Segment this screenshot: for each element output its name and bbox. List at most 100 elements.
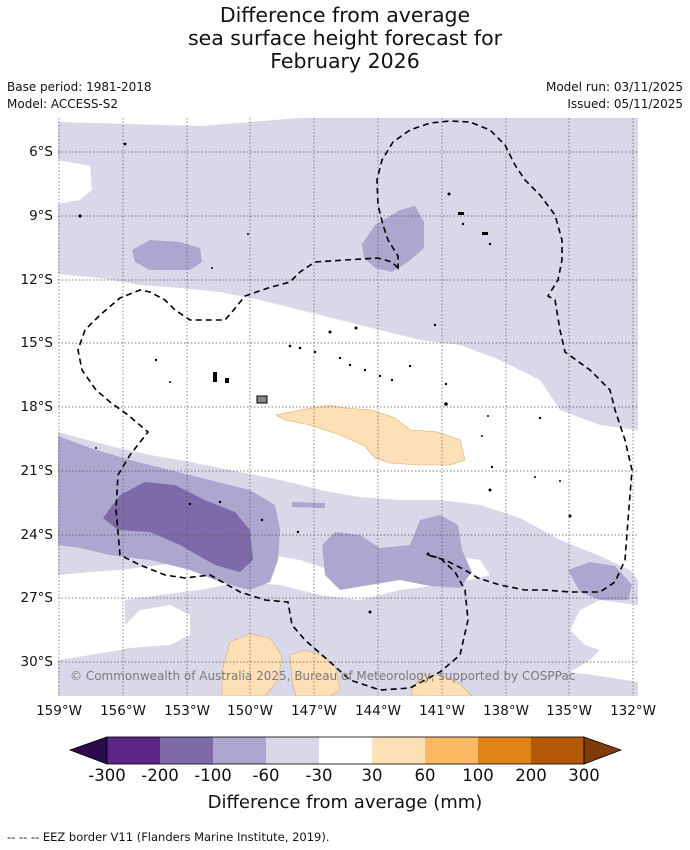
colorbar-title: Difference from average (mm)	[207, 792, 483, 813]
island-16	[338, 356, 342, 360]
islands	[78, 142, 572, 614]
colorbar-extend-low	[68, 736, 108, 765]
eez-border-marquesas	[77, 120, 633, 691]
island-25	[408, 364, 412, 368]
lon-label-156w: 156°W	[100, 703, 146, 719]
chart-title: Difference from average sea surface heig…	[0, 4, 690, 73]
anomaly-region-white-bay	[58, 160, 92, 204]
colorbar-bin-300-200	[107, 737, 160, 764]
island-28	[481, 435, 483, 437]
island-41	[426, 552, 430, 556]
anomaly-region-positive-3	[289, 649, 341, 696]
island-3	[447, 192, 451, 196]
island-10	[328, 330, 332, 334]
issued-date: Issued: 05/11/2025	[567, 97, 683, 111]
lon-label-141w: 141°W	[419, 703, 465, 719]
colorbar-tick: 100	[462, 766, 494, 785]
copyright-notice: © Commonwealth of Australia 2025, Bureau…	[70, 669, 576, 683]
island-20	[390, 378, 394, 382]
lat-label-6s: 6°S	[29, 144, 53, 160]
island-13	[288, 344, 292, 348]
colorbar-tick: -30	[305, 766, 333, 785]
eez-footnote: -- -- -- EEZ border V11 (Flanders Marine…	[7, 830, 330, 844]
colorbar-tick: -60	[252, 766, 280, 785]
anomaly-region-south-strong	[103, 482, 253, 572]
island-8	[211, 267, 213, 269]
lat-label-12s: 12°S	[20, 272, 54, 288]
lat-label-30s: 30°S	[20, 654, 54, 670]
colorbar-extend-high	[583, 736, 623, 765]
island-14	[298, 346, 302, 350]
island-5	[482, 232, 488, 235]
island-42	[95, 447, 97, 449]
colorbar-tick: -200	[141, 766, 179, 785]
island-32	[534, 476, 536, 478]
island-33	[559, 480, 561, 482]
island-40	[368, 610, 372, 614]
anomaly-region-southeast-mid	[568, 562, 632, 600]
lon-label-147w: 147°W	[291, 703, 337, 719]
island-34	[538, 416, 542, 420]
anomaly-region-south-white	[58, 600, 130, 660]
lat-label-18s: 18°S	[20, 399, 54, 415]
lon-label-135w: 135°W	[546, 703, 592, 719]
colorbar-tick: 200	[515, 766, 547, 785]
lat-label-27s: 27°S	[20, 590, 54, 606]
anomaly-region-small-strip	[292, 502, 325, 508]
colorbar-bin-100-60	[213, 737, 266, 764]
lat-label-15s: 15°S	[20, 335, 54, 351]
lon-label-132w: 132°W	[610, 703, 656, 719]
island-9	[247, 233, 249, 235]
lat-label-24s: 24°S	[20, 527, 54, 543]
island-36	[218, 500, 222, 504]
lon-label-150w: 150°W	[227, 703, 273, 719]
colorbar-bin-60-30	[266, 737, 319, 764]
colorbar-tick: 30	[361, 766, 383, 785]
colorbar-bin-30-60	[372, 737, 425, 764]
colorbar-tick: 300	[568, 766, 600, 785]
colorbar-bin-100-200	[478, 737, 531, 764]
island-15	[313, 350, 317, 354]
lon-label-144w: 144°W	[355, 703, 401, 719]
colorbar-bin-30-30	[319, 737, 372, 764]
title-line-3: February 2026	[270, 49, 420, 73]
anomaly-region-north-mid-1	[132, 240, 202, 270]
island-6	[461, 222, 465, 226]
lat-label-9s: 9°S	[29, 208, 53, 224]
colorbar-tick: -100	[194, 766, 232, 785]
lon-label-153w: 153°W	[164, 703, 210, 719]
lon-label-138w: 138°W	[483, 703, 529, 719]
island-1	[123, 142, 127, 146]
island-27	[444, 382, 448, 386]
map-area	[58, 118, 638, 696]
island-37	[188, 502, 192, 506]
island-4	[458, 212, 464, 215]
graticule	[58, 118, 638, 696]
title-line-1: Difference from average	[219, 3, 471, 27]
island-2	[78, 214, 82, 218]
lon-label-159w: 159°W	[36, 703, 82, 719]
island-29	[487, 415, 489, 417]
island-23	[213, 372, 217, 382]
model-run-date: Model run: 03/11/2025	[545, 80, 683, 94]
island-30	[490, 465, 494, 469]
colorbar-bin-200-100	[160, 737, 213, 764]
island-38	[260, 518, 264, 522]
island-39	[296, 530, 300, 534]
anomaly-region-west-mid-strip	[58, 456, 70, 492]
island-35	[568, 514, 572, 518]
anomaly-region-north-mid-2	[362, 206, 424, 272]
island-tahiti	[256, 395, 268, 404]
anomaly-region-positive-1	[275, 404, 466, 466]
model-name: Model: ACCESS-S2	[7, 97, 119, 111]
lat-label-21s: 21°S	[20, 463, 54, 479]
island-7	[488, 242, 492, 246]
anomaly-region-north-light	[58, 118, 638, 430]
base-period: Base period: 1981-2018	[7, 80, 152, 94]
island-21	[154, 358, 158, 362]
island-18	[363, 368, 367, 372]
island-12	[433, 323, 437, 327]
anomaly-region-positive-2	[221, 633, 283, 696]
island-17	[348, 363, 352, 367]
